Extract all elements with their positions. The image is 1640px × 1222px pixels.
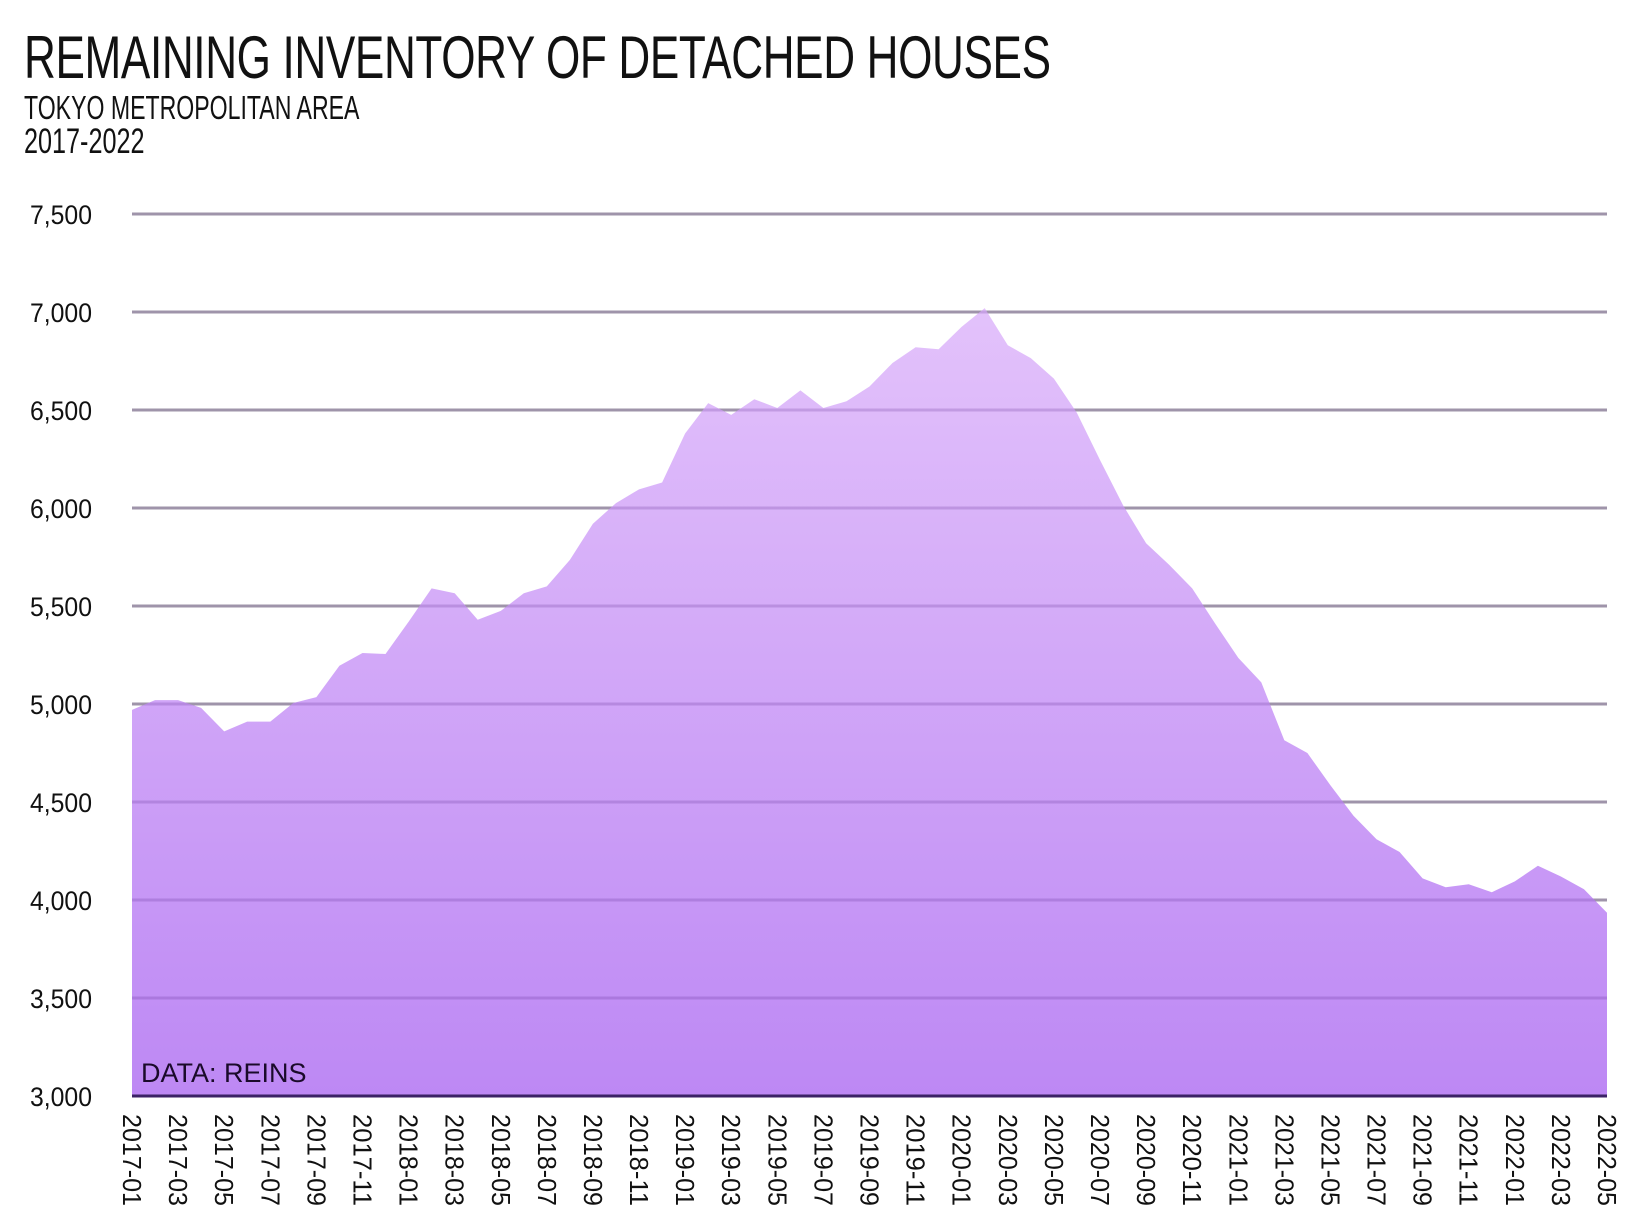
x-tick-label: 2021-01	[1223, 1114, 1253, 1206]
y-tick-label: 6,500	[30, 396, 92, 426]
x-tick-label: 2021-05	[1315, 1114, 1345, 1206]
x-tick-label: 2019-09	[855, 1114, 885, 1206]
x-tick-label: 2019-11	[901, 1114, 931, 1206]
y-tick-label: 7,000	[30, 298, 92, 328]
y-tick-label: 5,500	[30, 592, 92, 622]
x-tick-label: 2018-11	[624, 1114, 654, 1206]
x-tick-label: 2018-07	[532, 1114, 562, 1206]
y-tick-label: 4,500	[30, 788, 92, 818]
x-tick-label: 2017-07	[255, 1114, 285, 1206]
x-tick-label: 2017-09	[301, 1114, 331, 1206]
x-tick-label: 2017-01	[117, 1114, 147, 1206]
x-tick-label: 2022-05	[1592, 1114, 1622, 1206]
x-tick-label: 2018-03	[440, 1114, 470, 1206]
y-tick-label: 6,000	[30, 494, 92, 524]
x-tick-label: 2020-11	[1177, 1114, 1207, 1206]
x-tick-label: 2017-05	[209, 1114, 239, 1206]
x-tick-label: 2019-03	[716, 1114, 746, 1206]
x-tick-label: 2017-03	[163, 1114, 193, 1206]
x-tick-label: 2019-07	[808, 1114, 838, 1206]
x-tick-label: 2020-07	[1085, 1114, 1115, 1206]
x-tick-label: 2021-11	[1454, 1114, 1484, 1206]
x-tick-label: 2019-05	[762, 1114, 792, 1206]
x-tick-label: 2022-03	[1546, 1114, 1576, 1206]
chart-subtitle: TOKYO METROPOLITAN AREA	[24, 89, 360, 126]
x-tick-label: 2021-03	[1269, 1114, 1299, 1206]
x-tick-label: 2018-01	[394, 1114, 424, 1206]
y-tick-label: 3,000	[30, 1082, 92, 1112]
y-tick-label: 5,000	[30, 690, 92, 720]
x-tick-label: 2017-11	[347, 1114, 377, 1206]
x-axis-labels: 2017-01 2017-03 2017-05 2017-07 2017-09 2017-…	[117, 1114, 1622, 1206]
y-axis-labels: 3,000 3,500 4,000 4,500 5,000 5,500 6,000 6,500…	[30, 200, 92, 1112]
x-tick-label: 2021-09	[1408, 1114, 1438, 1206]
x-tick-label: 2020-05	[1039, 1114, 1069, 1206]
chart-title: REMAINING INVENTORY OF DETACHED HOUSES	[24, 24, 1051, 91]
source-note: DATA: REINS	[141, 1058, 307, 1088]
chart-year-range: 2017-2022	[24, 122, 145, 161]
x-tick-label: 2020-01	[947, 1114, 977, 1206]
gridlines-over-area	[132, 212, 1607, 1000]
x-tick-label: 2018-09	[578, 1114, 608, 1206]
area-series	[132, 308, 1607, 1097]
x-tick-label: 2020-09	[1131, 1114, 1161, 1206]
x-tick-label: 2019-01	[670, 1114, 700, 1206]
y-tick-label: 3,500	[30, 984, 92, 1014]
x-tick-label: 2021-07	[1362, 1114, 1392, 1206]
y-tick-label: 7,500	[30, 200, 92, 230]
x-tick-label: 2020-03	[993, 1114, 1023, 1206]
y-tick-label: 4,000	[30, 886, 92, 916]
x-tick-label: 2022-01	[1500, 1114, 1530, 1206]
x-tick-label: 2018-05	[486, 1114, 516, 1206]
